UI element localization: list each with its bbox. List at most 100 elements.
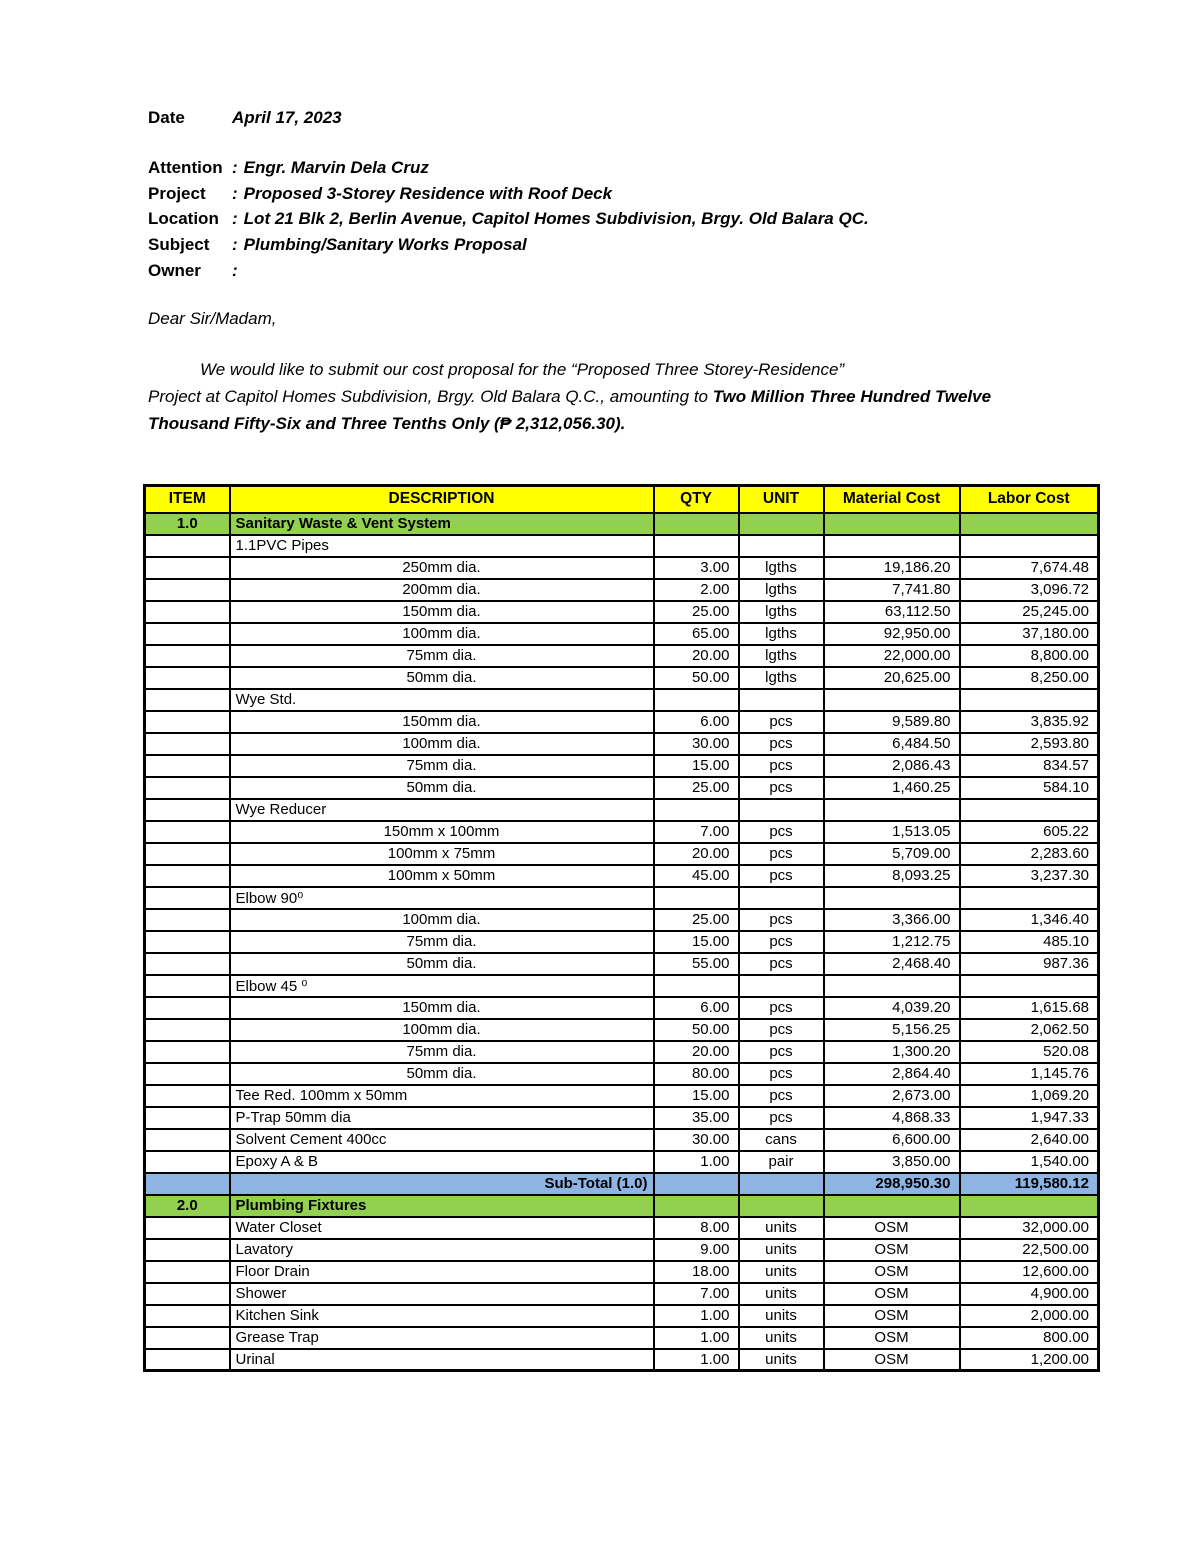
- field-label: Subject: [148, 235, 210, 255]
- material-cost-cell: OSM: [822, 1325, 961, 1350]
- item-row: 75mm dia. 20.00 lgths 22,000.00 8,800.00: [143, 643, 1100, 668]
- section-row: 2.0 Plumbing Fixtures: [143, 1193, 1100, 1218]
- material-cost-cell: [822, 687, 961, 712]
- labor-cost-cell: [958, 687, 1100, 712]
- unit-cell: pcs: [737, 1017, 825, 1042]
- material-cost-cell: 22,000.00: [822, 643, 961, 668]
- unit-cell: cans: [737, 1127, 825, 1152]
- description-cell: Urinal: [228, 1347, 655, 1372]
- labor-cost-cell: 987.36: [958, 951, 1100, 976]
- date-label: Date: [148, 108, 185, 127]
- labor-cost-cell: 2,640.00: [958, 1127, 1100, 1152]
- qty-cell: [652, 797, 740, 822]
- unit-cell: units: [737, 1281, 825, 1306]
- item-row: Solvent Cement 400cc 30.00 cans 6,600.00 2,6…: [143, 1127, 1100, 1152]
- field-attention: Attention : Engr. Marvin Dela Cruz: [148, 158, 869, 184]
- labor-cost-cell: 584.10: [958, 775, 1100, 800]
- labor-cost-cell: 2,283.60: [958, 841, 1100, 866]
- item-row: 100mm x 75mm 20.00 pcs 5,709.00 2,283.60: [143, 841, 1100, 866]
- labor-cost-cell: 485.10: [958, 929, 1100, 954]
- item-row: Epoxy A & B 1.00 pair 3,850.00 1,540.00: [143, 1149, 1100, 1174]
- material-cost-cell: 5,156.25: [822, 1017, 961, 1042]
- item-row: Tee Red. 100mm x 50mm 15.00 pcs 2,673.00 1,0…: [143, 1083, 1100, 1108]
- qty-cell: 3.00: [652, 555, 740, 580]
- unit-cell: [737, 687, 825, 712]
- labor-cost-cell: [958, 797, 1100, 822]
- labor-cost-cell: 32,000.00: [958, 1215, 1100, 1240]
- item-cell: [143, 907, 231, 932]
- description-cell: 150mm dia.: [228, 995, 655, 1020]
- item-cell: [143, 1259, 231, 1284]
- unit-cell: units: [737, 1303, 825, 1328]
- qty-cell: 8.00: [652, 1215, 740, 1240]
- qty-cell: [652, 511, 740, 536]
- material-cost-cell: [822, 1193, 961, 1218]
- unit-cell: pcs: [737, 819, 825, 844]
- unit-cell: pcs: [737, 1061, 825, 1086]
- section-row: 1.0 Sanitary Waste & Vent System: [143, 511, 1100, 536]
- labor-cost-cell: 834.57: [958, 753, 1100, 778]
- item-cell: [143, 1325, 231, 1350]
- unit-cell: pcs: [737, 863, 825, 888]
- item-cell: [143, 577, 231, 602]
- body-line-1: We would like to submit our cost proposa…: [200, 360, 845, 379]
- labor-cost-cell: 1,200.00: [958, 1347, 1100, 1372]
- unit-cell: pcs: [737, 1083, 825, 1108]
- description-cell: 50mm dia.: [228, 665, 655, 690]
- field-label: Project: [148, 183, 206, 203]
- description-cell: Grease Trap: [228, 1325, 655, 1350]
- material-cost-cell: 298,950.30: [822, 1171, 961, 1196]
- item-cell: [143, 973, 231, 998]
- material-cost-cell: [822, 533, 961, 558]
- material-cost-cell: 3,366.00: [822, 907, 961, 932]
- field-location: Location : Lot 21 Blk 2, Berlin Avenue, …: [148, 209, 869, 235]
- labor-cost-cell: 1,069.20: [958, 1083, 1100, 1108]
- material-cost-cell: OSM: [822, 1215, 961, 1240]
- qty-cell: 1.00: [652, 1325, 740, 1350]
- item-row: 100mm dia. 50.00 pcs 5,156.25 2,062.50: [143, 1017, 1100, 1042]
- unit-cell: units: [737, 1237, 825, 1262]
- item-cell: [143, 599, 231, 624]
- table-header: ITEM DESCRIPTION QTY UNIT Material Cost …: [143, 484, 1100, 514]
- labor-cost-cell: 1,540.00: [958, 1149, 1100, 1174]
- material-cost-cell: 5,709.00: [822, 841, 961, 866]
- item-cell: [143, 1215, 231, 1240]
- material-cost-cell: 8,093.25: [822, 863, 961, 888]
- item-cell: [143, 1127, 231, 1152]
- unit-cell: lgths: [737, 577, 825, 602]
- item-cell: [143, 1347, 231, 1372]
- material-cost-cell: OSM: [822, 1281, 961, 1306]
- item-row: 200mm dia. 2.00 lgths 7,741.80 3,096.72: [143, 577, 1100, 602]
- field-value: Engr. Marvin Dela Cruz: [243, 158, 429, 177]
- unit-cell: lgths: [737, 555, 825, 580]
- description-cell: 250mm dia.: [228, 555, 655, 580]
- description-cell: Kitchen Sink: [228, 1303, 655, 1328]
- field-owner: Owner :: [148, 261, 869, 287]
- item-row: 50mm dia. 25.00 pcs 1,460.25 584.10: [143, 775, 1100, 800]
- material-cost-cell: 1,460.25: [822, 775, 961, 800]
- unit-cell: pair: [737, 1149, 825, 1174]
- labor-cost-cell: 2,062.50: [958, 1017, 1100, 1042]
- unit-cell: pcs: [737, 1105, 825, 1130]
- item-cell: [143, 775, 231, 800]
- group-row: Wye Reducer: [143, 797, 1100, 822]
- item-row: 75mm dia. 15.00 pcs 2,086.43 834.57: [143, 753, 1100, 778]
- salutation: Dear Sir/Madam,: [148, 309, 277, 328]
- labor-cost-cell: 4,900.00: [958, 1281, 1100, 1306]
- qty-cell: [652, 885, 740, 910]
- description-cell: 150mm dia.: [228, 599, 655, 624]
- item-row: 50mm dia. 80.00 pcs 2,864.40 1,145.76: [143, 1061, 1100, 1086]
- unit-cell: pcs: [737, 995, 825, 1020]
- item-row: 100mm dia. 25.00 pcs 3,366.00 1,346.40: [143, 907, 1100, 932]
- unit-cell: lgths: [737, 599, 825, 624]
- item-row: 150mm x 100mm 7.00 pcs 1,513.05 605.22: [143, 819, 1100, 844]
- qty-cell: 30.00: [652, 731, 740, 756]
- labor-cost-cell: 800.00: [958, 1325, 1100, 1350]
- item-cell: [143, 863, 231, 888]
- item-cell: [143, 555, 231, 580]
- labor-cost-cell: [958, 973, 1100, 998]
- description-cell: 100mm dia.: [228, 731, 655, 756]
- column-header-qty: QTY: [652, 484, 740, 514]
- unit-cell: lgths: [737, 643, 825, 668]
- labor-cost-cell: 1,145.76: [958, 1061, 1100, 1086]
